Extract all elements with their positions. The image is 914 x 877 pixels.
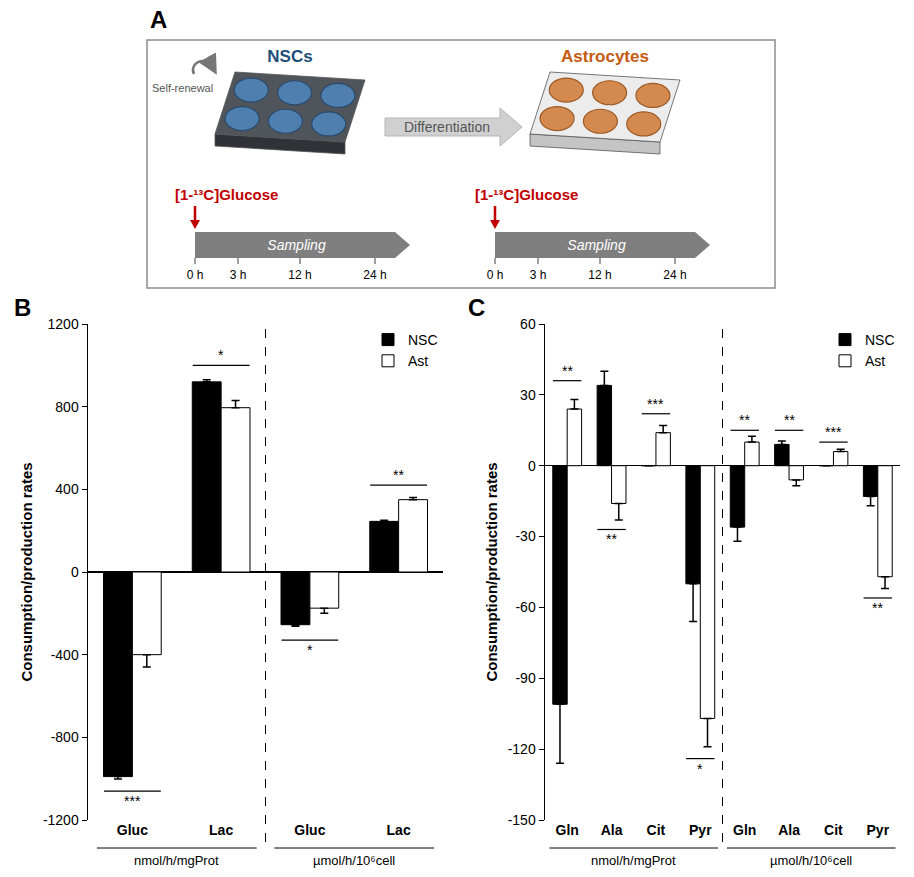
svg-text:**: ** [784,412,795,428]
svg-text:NSCs: NSCs [267,47,312,66]
svg-text:**: ** [393,467,404,483]
svg-text:400: 400 [55,481,79,497]
svg-text:12 h: 12 h [588,268,611,282]
svg-text:**: ** [739,412,750,428]
svg-text:1200: 1200 [48,316,79,332]
svg-text:*: * [697,761,703,777]
svg-text:60: 60 [520,316,536,332]
svg-text:Gln: Gln [556,822,579,838]
svg-text:3 h: 3 h [230,268,247,282]
svg-text:nmol/h/mgProt: nmol/h/mgProt [134,853,219,868]
svg-text:-800: -800 [51,729,79,745]
svg-text:-60: -60 [515,599,535,615]
svg-text:0 h: 0 h [187,268,204,282]
svg-text:NSC: NSC [865,332,895,348]
svg-text:Gln: Gln [733,822,756,838]
svg-text:800: 800 [55,399,79,415]
svg-text:***: *** [825,424,842,440]
svg-text:Ast: Ast [408,353,428,369]
svg-text:30: 30 [520,387,536,403]
svg-text:Ala: Ala [778,822,800,838]
svg-text:NSC: NSC [408,332,438,348]
svg-text:Cit: Cit [824,822,843,838]
svg-text:Sampling: Sampling [567,237,626,253]
svg-text:Pyr: Pyr [867,822,890,838]
svg-text:**: ** [606,531,617,547]
svg-text:A: A [150,6,167,33]
svg-text:Pyr: Pyr [689,822,712,838]
svg-text:[1-¹³C]Glucose: [1-¹³C]Glucose [475,186,578,203]
svg-text:Ast: Ast [865,353,885,369]
svg-text:Differentiation: Differentiation [404,119,490,135]
svg-text:24 h: 24 h [663,268,686,282]
html-text:C: C [468,294,486,321]
svg-text:0: 0 [528,458,536,474]
svg-text:-150: -150 [508,812,536,828]
svg-text:Cit: Cit [647,822,666,838]
svg-text:Gluc: Gluc [294,822,325,838]
svg-text:Lac: Lac [387,822,411,838]
svg-text:µmol/h/10⁶cell: µmol/h/10⁶cell [313,853,395,868]
svg-text:24 h: 24 h [363,268,386,282]
svg-text:Gluc: Gluc [117,822,148,838]
svg-text:Astrocytes: Astrocytes [561,47,649,66]
svg-text:**: ** [872,600,883,616]
svg-text:Lac: Lac [209,822,233,838]
svg-text:*: * [307,642,313,658]
svg-text:Consumption/production rates: Consumption/production rates [483,462,500,681]
svg-text:-120: -120 [508,741,536,757]
svg-text:-1200: -1200 [43,812,79,828]
svg-text:-90: -90 [515,670,535,686]
svg-text:Consumption/production rates: Consumption/production rates [18,462,35,681]
svg-text:Ala: Ala [601,822,623,838]
svg-text:Sampling: Sampling [267,237,326,253]
svg-text:***: *** [124,793,141,809]
svg-text:0 h: 0 h [487,268,504,282]
svg-text:**: ** [562,363,573,379]
svg-text:*: * [218,347,224,363]
svg-text:***: *** [647,396,664,412]
svg-text:0: 0 [71,564,79,580]
svg-text:3 h: 3 h [530,268,547,282]
html-text:B: B [14,294,32,321]
svg-text:12 h: 12 h [288,268,311,282]
svg-text:Self-renewal: Self-renewal [152,82,213,94]
svg-text:nmol/h/mgProt: nmol/h/mgProt [591,853,676,868]
svg-text:-30: -30 [515,528,535,544]
svg-text:[1-¹³C]Glucose: [1-¹³C]Glucose [175,186,278,203]
svg-text:µmol/h/10⁶cell: µmol/h/10⁶cell [770,853,852,868]
svg-text:-400: -400 [51,647,79,663]
